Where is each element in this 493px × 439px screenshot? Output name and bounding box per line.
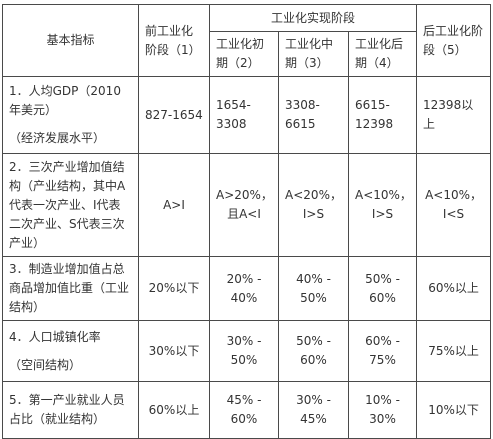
header-post-industrial: 后工业化阶段（5） xyxy=(416,4,492,77)
value-cell: 10%以下 xyxy=(416,381,492,439)
value-line: I>S xyxy=(371,207,394,221)
value-cell: 20% - 40% xyxy=(209,256,279,321)
value-cell: 30%以下 xyxy=(138,320,210,382)
value-line: A<10%， xyxy=(425,188,482,202)
indicator-cell: 5．第一产业就业人员占比（就业结构） xyxy=(2,381,139,439)
table-row: 4．人口城镇化率 （空间结构） 30%以下 30% - 50% 50% - 60… xyxy=(2,320,492,382)
table-row: 1．人均GDP（2010年美元） （经济发展水平） 827-1654 1654-… xyxy=(2,76,492,154)
header-pre-industrial: 前工业化阶段（1） xyxy=(138,4,210,77)
value-cell: A<20%， I>S xyxy=(278,153,349,257)
value-cell: 12398以上 xyxy=(416,76,492,154)
value-cell: 40% - 50% xyxy=(278,256,349,321)
value-cell: 45% - 60% xyxy=(209,381,279,439)
value-line: 30% xyxy=(369,412,396,426)
value-line: 45% - xyxy=(226,393,262,407)
value-line: 45% xyxy=(300,412,327,426)
value-cell: 827-1654 xyxy=(138,76,210,154)
table-row: 2．三次产业增加值结构（产业结构，其中A代表一次产业、I代表二次产业、S代表三次… xyxy=(2,153,492,257)
value-cell: 75%以上 xyxy=(416,320,492,382)
value-line: 75% xyxy=(369,353,396,367)
value-line: 20% - xyxy=(226,271,262,286)
value-line: A<20%， xyxy=(285,188,342,202)
table-row: 5．第一产业就业人员占比（就业结构） 60%以上 45% - 60% 30% -… xyxy=(2,381,492,439)
value-line: A>20%， xyxy=(216,188,273,202)
value-line: 60% xyxy=(230,412,258,426)
indicator-cell: 4．人口城镇化率 （空间结构） xyxy=(2,320,139,382)
value-line: 50% xyxy=(300,290,327,305)
value-cell: 10% - 30% xyxy=(347,381,418,439)
indicator-main: 4．人口城镇化率 xyxy=(9,329,101,344)
value-cell: A<10%， I>S xyxy=(347,153,418,257)
value-line: 60% - xyxy=(365,334,400,348)
value-line: 30% - xyxy=(296,393,331,407)
value-cell: 20%以下 xyxy=(138,256,210,321)
value-line: I<S xyxy=(442,207,465,221)
value-line: 60% xyxy=(369,290,396,305)
value-cell: 50% - 60% xyxy=(278,320,349,382)
indicator-main: 1．人均GDP（2010年美元） xyxy=(9,84,121,117)
table-row: 3．制造业增加值占总商品增加值比重（工业结构） 20%以下 20% - 40% … xyxy=(2,256,492,321)
indicator-cell: 1．人均GDP（2010年美元） （经济发展水平） xyxy=(2,76,139,154)
value-line: I>S xyxy=(302,207,325,221)
indicator-cell: 3．制造业增加值占总商品增加值比重（工业结构） xyxy=(2,256,139,321)
value-line: 30% - xyxy=(226,334,262,348)
value-cell: 60%以上 xyxy=(138,381,210,439)
value-line: 10% - xyxy=(365,393,400,407)
value-line: 40% - xyxy=(296,271,331,286)
value-cell: 60% - 75% xyxy=(347,320,418,382)
value-cell: A>I xyxy=(138,153,210,257)
value-cell: 1654-3308 xyxy=(209,76,279,154)
value-line: 50% - xyxy=(296,334,331,348)
industrialization-stage-table: 基本指标 前工业化阶段（1） 工业化实现阶段 后工业化阶段（5） 工业化初期（2… xyxy=(2,4,492,439)
value-cell: 60%以上 xyxy=(416,256,492,321)
header-realization-stage: 工业化实现阶段 xyxy=(208,4,418,32)
value-cell: A<10%， I<S xyxy=(416,153,492,257)
value-cell: 50% - 60% xyxy=(347,256,418,321)
header-basic-indicator: 基本指标 xyxy=(2,4,139,77)
value-line: 50% - xyxy=(365,271,400,286)
header-middle: 工业化中期（3） xyxy=(278,31,349,77)
value-line: A<10%， xyxy=(355,188,412,202)
indicator-sub: （经济发展水平） xyxy=(9,131,106,145)
indicator-sub: （空间结构） xyxy=(9,357,82,372)
value-cell: 30% - 45% xyxy=(278,381,349,439)
header-early: 工业化初期（2） xyxy=(209,31,279,77)
header-row-2: 工业化初期（2） 工业化中期（3） 工业化后期（4） xyxy=(3,31,491,77)
value-cell: 30% - 50% xyxy=(209,320,279,382)
value-line: 40% xyxy=(230,290,258,305)
value-line: 且A<I xyxy=(227,207,261,221)
indicator-cell: 2．三次产业增加值结构（产业结构，其中A代表一次产业、I代表二次产业、S代表三次… xyxy=(2,153,139,257)
value-line: 60% xyxy=(300,353,327,367)
value-cell: A>20%， 且A<I xyxy=(209,153,279,257)
header-late: 工业化后期（4） xyxy=(347,31,418,77)
header-row-1: 基本指标 前工业化阶段（1） 工业化实现阶段 后工业化阶段（5） xyxy=(2,4,492,77)
value-cell: 6615-12398 xyxy=(347,76,418,154)
value-cell: 3308-6615 xyxy=(278,76,349,154)
value-line: 50% xyxy=(230,353,258,367)
